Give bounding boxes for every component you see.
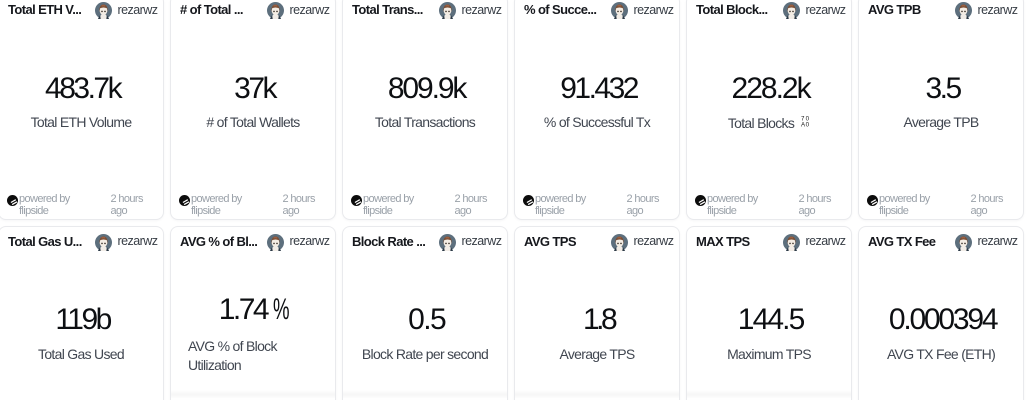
svg-text:0: 0 xyxy=(806,116,810,123)
svg-text:A: A xyxy=(801,122,806,128)
svg-text:0: 0 xyxy=(806,122,810,128)
svg-text:7: 7 xyxy=(801,116,805,123)
